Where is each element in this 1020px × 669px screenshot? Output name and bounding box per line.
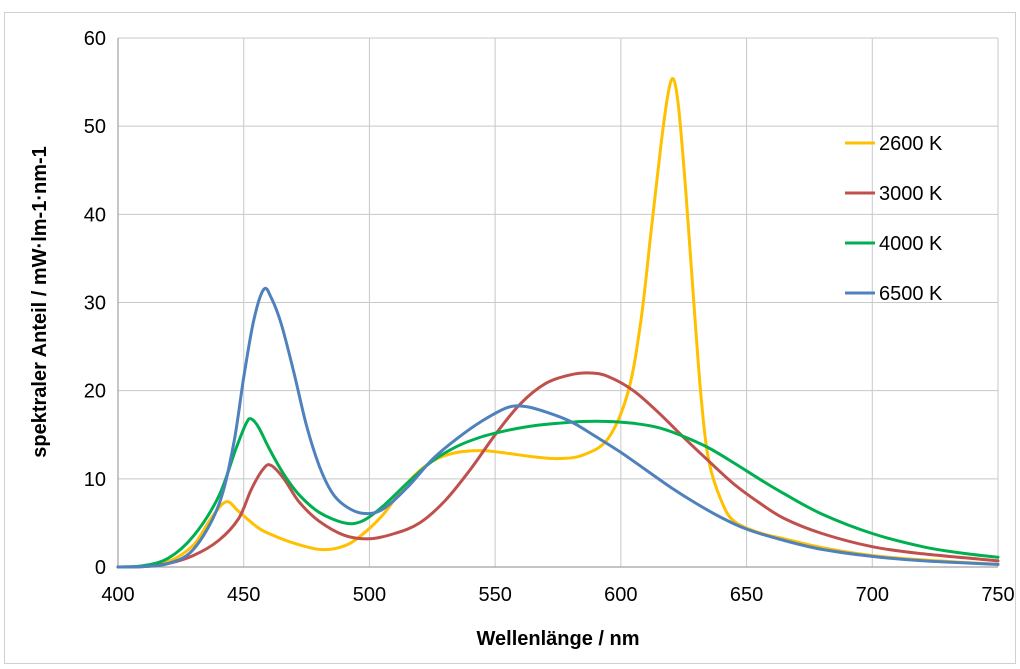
y-tick-label: 60	[84, 28, 106, 50]
x-tick-label: 750	[981, 584, 1014, 606]
y-tick-label: 30	[84, 293, 106, 315]
y-axis-title: spektraler Anteil / mW·lm-1·nm-1	[29, 146, 51, 458]
legend-label: 4000 K	[879, 233, 943, 255]
series-line-3000k	[116, 371, 1000, 569]
chart-frame	[4, 12, 1016, 664]
y-tick-label: 50	[84, 116, 106, 138]
series-line-2600k	[116, 76, 1000, 569]
x-axis-title: Wellenlänge / nm	[477, 628, 640, 650]
x-tick-labels: 400 450 500 550 600 650 700 750	[101, 584, 1014, 606]
legend-label: 6500 K	[879, 283, 943, 305]
y-tick-label: 0	[95, 557, 106, 579]
x-tick-label: 650	[730, 584, 763, 606]
y-tick-label: 10	[84, 469, 106, 491]
y-tick-label: 40	[84, 204, 106, 226]
x-tick-label: 500	[353, 584, 386, 606]
x-tick-label: 550	[478, 584, 511, 606]
legend: 2600 K 3000 K 4000 K 6500 K	[845, 133, 943, 305]
x-tick-label: 400	[101, 584, 134, 606]
legend-label: 3000 K	[879, 183, 943, 205]
x-tick-label: 600	[604, 584, 637, 606]
x-tick-label: 700	[856, 584, 889, 606]
y-tick-labels: 0 10 20 30 40 50 60	[84, 28, 106, 579]
series-line-6500k	[116, 286, 1000, 569]
series-lines	[116, 76, 1000, 569]
legend-label: 2600 K	[879, 133, 943, 155]
grid-lines	[117, 37, 999, 568]
series-line-4000k	[116, 417, 1000, 569]
y-tick-label: 20	[84, 381, 106, 403]
x-tick-label: 450	[227, 584, 260, 606]
